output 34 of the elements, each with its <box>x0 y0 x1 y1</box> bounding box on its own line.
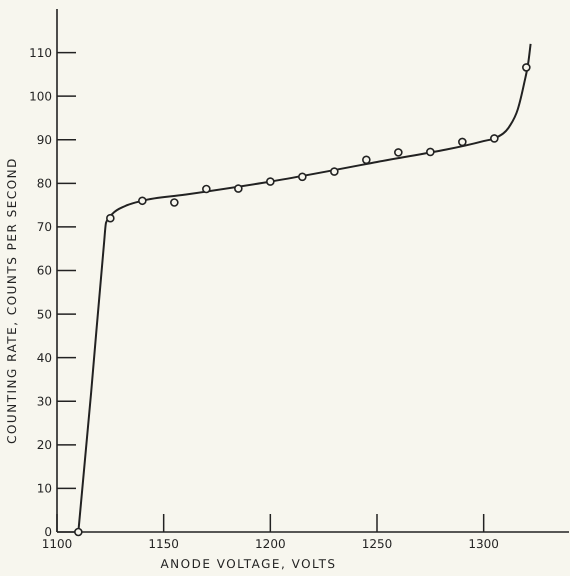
point <box>522 63 531 72</box>
y-tick-label: 30 <box>36 394 52 408</box>
x-tick-label: 1100 <box>42 537 72 551</box>
x-tick-label: 1300 <box>468 537 499 551</box>
point <box>202 184 211 194</box>
y-tick-label: 20 <box>36 438 52 452</box>
point <box>362 156 371 164</box>
point <box>298 172 307 182</box>
point <box>170 198 179 207</box>
x-tick-label: 1150 <box>148 537 179 551</box>
y-tick-label: 80 <box>36 176 52 191</box>
point <box>490 134 499 143</box>
y-tick-label: 10 <box>36 482 52 496</box>
x-tick-label: 1200 <box>255 537 286 551</box>
y-tick-label: 110 <box>29 46 52 60</box>
point <box>458 138 467 146</box>
point <box>426 148 435 156</box>
y-tick-label: 50 <box>36 307 52 322</box>
y-tick-label: 0 <box>44 525 52 540</box>
point <box>234 184 243 193</box>
x-tick-label: 1250 <box>362 537 392 551</box>
y-tick-label: 90 <box>36 132 52 147</box>
y-axis-title: COUNTING RATE, COUNTS PER SECOND <box>5 157 19 444</box>
y-tick-label: 40 <box>36 350 52 365</box>
x-axis-title: ANODE VOLTAGE, VOLTS <box>160 557 337 571</box>
point <box>74 528 83 536</box>
point <box>106 214 115 222</box>
point <box>138 196 147 206</box>
y-tick-label: 60 <box>36 264 52 278</box>
point <box>330 167 339 176</box>
point <box>266 177 275 186</box>
y-tick-label: 70 <box>36 220 52 234</box>
y-tick-label: 100 <box>29 89 52 104</box>
point <box>394 148 403 157</box>
